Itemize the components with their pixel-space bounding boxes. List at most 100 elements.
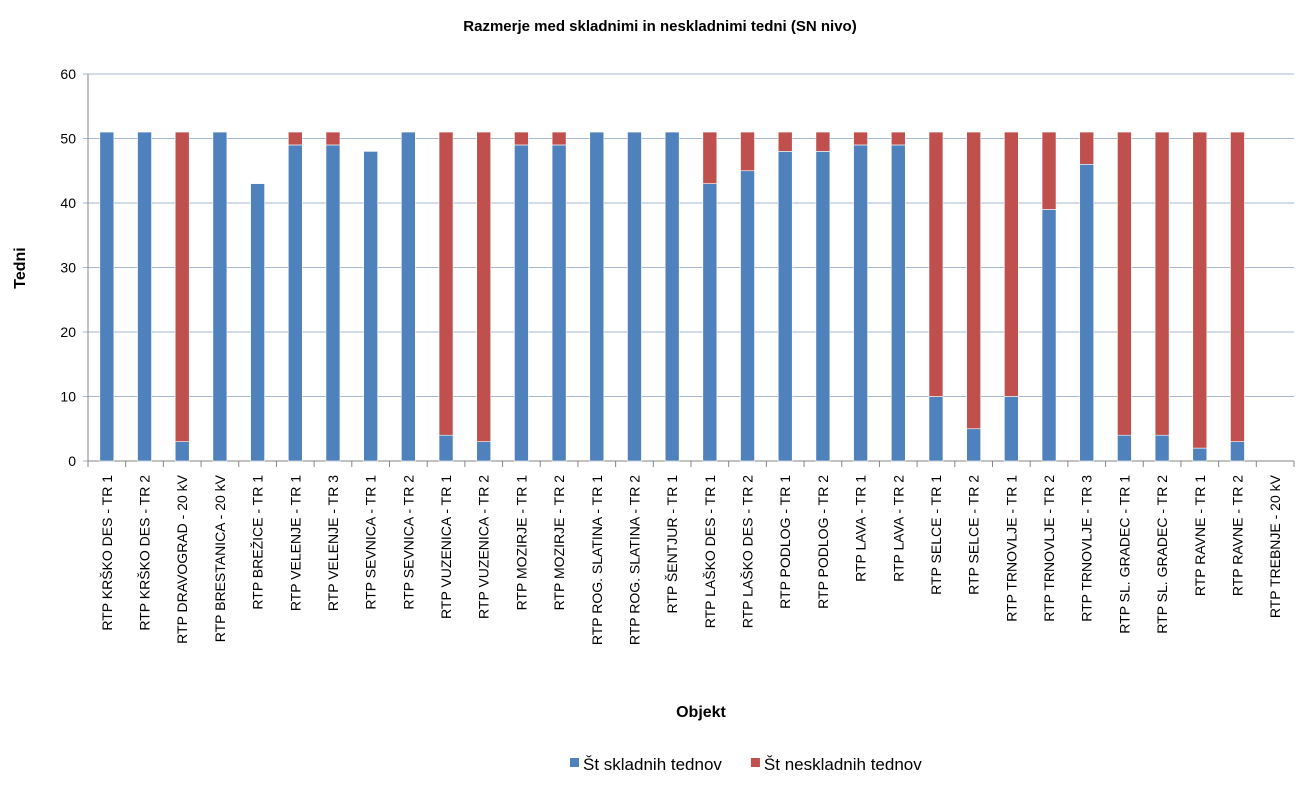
x-tick-label: RTP MOZIRJE - TR 2 xyxy=(551,475,567,611)
bar-segment xyxy=(1230,131,1245,442)
x-tick-label: RTP PODLOG - TR 2 xyxy=(815,475,831,609)
bar-segment xyxy=(777,131,793,152)
bar-segment xyxy=(99,131,115,462)
x-tick-label: RTP KRŠKO DES - TR 1 xyxy=(99,475,115,631)
bar-segment xyxy=(1004,396,1019,462)
bar-segment xyxy=(777,151,793,462)
bar-segment xyxy=(890,131,906,146)
bar-segment xyxy=(815,151,831,462)
x-tick-label: RTP SEVNICA - TR 2 xyxy=(400,475,416,610)
bar-segment xyxy=(815,131,831,152)
y-tick-label: 50 xyxy=(60,131,76,147)
x-axis-label: Objekt xyxy=(676,704,726,721)
legend-swatch xyxy=(570,758,579,767)
x-tick-label: RTP VELENJE - TR 1 xyxy=(287,475,303,611)
bar-segment xyxy=(174,441,190,462)
x-tick-label: RTP SELCE - TR 2 xyxy=(966,475,982,595)
legend-label: Št neskladnih tednov xyxy=(764,755,922,774)
y-tick-label: 60 xyxy=(60,66,76,82)
x-tick-label: RTP ŠENTJUR - TR 1 xyxy=(664,475,680,614)
y-axis-label: Tedni xyxy=(12,247,29,288)
x-tick-label: RTP TREBNJE - 20 kV xyxy=(1267,474,1283,618)
bar-segment xyxy=(250,183,265,462)
bar-segment xyxy=(1154,131,1170,436)
x-tick-label: RTP TRNOVLJE - TR 2 xyxy=(1041,475,1057,622)
x-tick-label: RTP BRESTANICA - 20 kV xyxy=(212,474,228,642)
x-tick-label: RTP LAŠKO DES - TR 1 xyxy=(702,475,718,628)
bar-segment xyxy=(589,131,605,462)
x-tick-label: RTP SEVNICA - TR 1 xyxy=(363,475,379,610)
x-tick-label: RTP KRŠKO DES - TR 2 xyxy=(137,475,153,631)
x-tick-label: RTP ROG. SLATINA - TR 2 xyxy=(626,475,642,645)
bar-segment xyxy=(890,144,906,462)
bar-segment xyxy=(1192,447,1208,462)
legend-label: Št skladnih tednov xyxy=(583,755,722,774)
x-tick-label: RTP VUZENICA - TR 1 xyxy=(438,475,454,619)
x-tick-label: RTP DRAVOGRAD - 20 kV xyxy=(174,474,190,643)
bar-segment xyxy=(1117,434,1132,462)
y-tick-label: 30 xyxy=(60,260,76,276)
bar-segment xyxy=(514,144,529,462)
bar-segment xyxy=(476,131,492,442)
bar-segment xyxy=(740,131,755,172)
bar-segment xyxy=(928,396,944,462)
bar-segment xyxy=(514,131,529,146)
x-tick-label: RTP VUZENICA - TR 2 xyxy=(476,475,492,619)
x-tick-label: RTP SL. GRADEC - TR 1 xyxy=(1116,475,1132,634)
x-tick-label: RTP PODLOG - TR 1 xyxy=(777,475,793,609)
y-tick-label: 20 xyxy=(60,324,76,340)
bar-segment xyxy=(966,131,981,430)
bar-segment xyxy=(702,183,718,462)
bar-segment xyxy=(1079,131,1095,165)
bar-segment xyxy=(928,131,944,397)
y-tick-label: 0 xyxy=(68,453,76,469)
x-tick-label: RTP MOZIRJE - TR 1 xyxy=(513,475,529,611)
x-tick-label: RTP LAŠKO DES - TR 2 xyxy=(740,475,756,628)
bar-segment xyxy=(551,131,567,146)
bar-segment xyxy=(137,131,152,462)
bar-segment xyxy=(438,131,454,436)
bar-segment xyxy=(740,170,755,462)
y-tick-label: 40 xyxy=(60,195,76,211)
x-tick-label: RTP VELENJE - TR 3 xyxy=(325,475,341,611)
x-tick-label: RTP ROG. SLATINA - TR 1 xyxy=(589,475,605,645)
bar-segment xyxy=(174,131,190,442)
legend-swatch xyxy=(750,758,760,767)
x-tick-label: RTP RAVNE - TR 1 xyxy=(1192,475,1208,596)
bar-segment xyxy=(853,144,868,462)
bar-segment xyxy=(702,131,718,184)
bar-segment xyxy=(401,131,416,462)
bar-segment xyxy=(325,144,341,462)
x-tick-label: RTP SELCE - TR 1 xyxy=(928,475,944,595)
bar-segment xyxy=(287,131,303,146)
bar-segment xyxy=(1041,209,1057,462)
bar-segment xyxy=(551,144,567,462)
x-tick-label: RTP TRNOVLJE - TR 3 xyxy=(1079,475,1095,622)
bar-segment xyxy=(363,151,378,462)
bar-segment xyxy=(287,144,303,462)
bar-segment xyxy=(212,131,228,462)
bar-segment xyxy=(1154,434,1170,462)
x-tick-label: RTP RAVNE - TR 2 xyxy=(1229,475,1245,596)
bar-segment xyxy=(1230,441,1245,462)
x-tick-label: RTP TRNOVLJE - TR 1 xyxy=(1003,475,1019,622)
bar-segment xyxy=(1192,131,1208,449)
y-tick-label: 10 xyxy=(60,389,76,405)
bar-segment xyxy=(476,441,492,462)
x-tick-label: RTP LAVA - TR 2 xyxy=(890,475,906,582)
x-tick-label: RTP BREŽICE - TR 1 xyxy=(250,475,266,610)
x-tick-label: RTP LAVA - TR 1 xyxy=(853,475,869,582)
bar-segment xyxy=(966,428,981,462)
bar-segment xyxy=(627,131,642,462)
bar-segment xyxy=(853,131,868,146)
bar-segment xyxy=(325,131,341,146)
bar-segment xyxy=(664,131,680,462)
bar-segment xyxy=(438,434,454,462)
chart-title: Razmerje med skladnimi in neskladnimi te… xyxy=(463,18,856,35)
bar-segment xyxy=(1117,131,1132,436)
bar-segment xyxy=(1079,164,1095,462)
bar-segment xyxy=(1004,131,1019,397)
x-tick-label: RTP SL. GRADEC - TR 2 xyxy=(1154,475,1170,634)
bar-segment xyxy=(1041,131,1057,210)
